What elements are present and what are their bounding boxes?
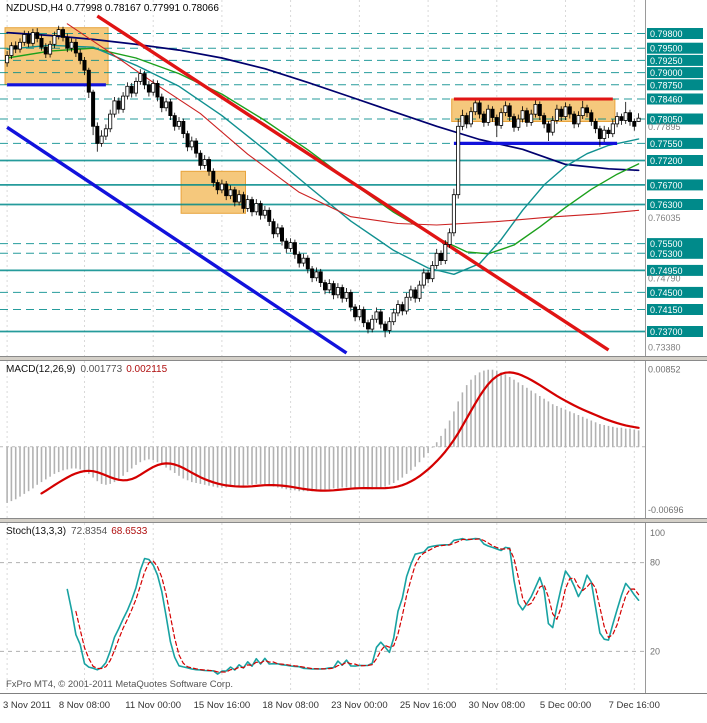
svg-text:0.76300: 0.76300 [650, 200, 683, 210]
stoch-canvas[interactable]: 100 80 20 [0, 523, 707, 693]
svg-text:0.78750: 0.78750 [650, 80, 683, 90]
stoch-indicator-name: Stoch(13,3,3) [6, 526, 67, 537]
support-resistance-lines [0, 33, 645, 333]
svg-text:100: 100 [650, 528, 665, 538]
time-label: 3 Nov 2011 [3, 700, 51, 711]
svg-text:0.77200: 0.77200 [650, 156, 683, 166]
time-label: 7 Dec 16:00 [608, 700, 660, 711]
vertical-gridlines [6, 0, 635, 356]
panel-splitter[interactable] [0, 356, 707, 361]
stoch-title: Stoch(13,3,3) 72.8354 68.6533 [6, 526, 147, 537]
svg-text:0.77550: 0.77550 [650, 139, 683, 149]
svg-text:20: 20 [650, 646, 660, 656]
svg-text:0.75300: 0.75300 [650, 249, 683, 259]
svg-text:0.79800: 0.79800 [650, 29, 683, 39]
stoch-main-line [66, 537, 640, 675]
svg-text:80: 80 [650, 558, 660, 568]
svg-text:0.74150: 0.74150 [650, 305, 683, 315]
time-label: 11 Nov 00:00 [125, 700, 182, 711]
macd-signal-line [40, 371, 640, 495]
vertical-gridlines [6, 523, 635, 693]
candlesticks [5, 25, 641, 338]
macd-canvas[interactable]: 0.00852 -0.00696 [0, 361, 707, 518]
ma-slow-navy-line [6, 31, 640, 172]
time-label: 18 Nov 08:00 [262, 700, 319, 711]
time-label: 5 Dec 00:00 [539, 700, 592, 711]
svg-text:0.77895: 0.77895 [648, 122, 681, 132]
svg-text:0.79500: 0.79500 [650, 44, 683, 54]
macd-title: MACD(12,26,9) 0.001773 0.002115 [6, 364, 167, 375]
svg-text:0.00852: 0.00852 [648, 365, 681, 375]
macd-signal-value: 0.002115 [126, 364, 168, 375]
svg-text:-0.00696: -0.00696 [648, 505, 684, 515]
time-label: 8 Nov 08:00 [58, 700, 111, 711]
stochastic-panel[interactable]: 100 80 20 Stoch(13,3,3) 72.8354 68.6533 FxPr… [0, 523, 707, 693]
macd-panel[interactable]: 0.00852 -0.00696 MACD(12,26,9) 0.001773 0.0… [0, 361, 707, 518]
ma-teal-line [6, 44, 640, 275]
svg-text:0.78050: 0.78050 [650, 115, 683, 125]
stoch-signal-line [75, 538, 640, 673]
time-label: 23 Nov 00:00 [331, 700, 388, 711]
time-axis[interactable]: 3 Nov 2011 8 Nov 08:00 11 Nov 00:00 15 Nov … [0, 693, 707, 723]
svg-text:0.74500: 0.74500 [650, 288, 683, 298]
platform-copyright: FxPro MT4, © 2001-2011 MetaQuotes Softwa… [6, 679, 234, 690]
stoch-k-value: 72.8354 [71, 526, 108, 537]
macd-value: 0.001773 [80, 364, 123, 375]
svg-text:0.73700: 0.73700 [650, 327, 683, 337]
time-label: 15 Nov 16:00 [193, 700, 251, 711]
svg-text:0.74790: 0.74790 [648, 274, 681, 284]
time-label: 25 Nov 16:00 [399, 700, 457, 711]
macd-indicator-name: MACD(12,26,9) [6, 364, 76, 375]
svg-text:0.76700: 0.76700 [650, 180, 683, 190]
downtrend-line-blue [6, 125, 348, 355]
panel-splitter[interactable] [0, 518, 707, 523]
time-label: 30 Nov 08:00 [468, 700, 526, 711]
svg-text:0.79000: 0.79000 [650, 68, 683, 78]
svg-text:0.75500: 0.75500 [650, 239, 683, 249]
svg-text:0.74950: 0.74950 [650, 266, 683, 276]
svg-text:0.76035: 0.76035 [648, 213, 681, 223]
svg-text:0.73380: 0.73380 [648, 343, 681, 353]
price-chart-panel[interactable]: 0.79800 0.79500 0.79250 0.79000 0.78750 0.784… [0, 0, 707, 356]
ma-green-line [6, 47, 640, 255]
downtrend-line-red [96, 14, 610, 352]
svg-text:0.79250: 0.79250 [650, 56, 683, 66]
macd-histogram [6, 369, 640, 503]
price-chart-canvas[interactable]: 0.79800 0.79500 0.79250 0.79000 0.78750 0.784… [0, 0, 707, 356]
stoch-d-value: 68.6533 [111, 526, 148, 537]
chart-title-ohlc: NZDUSD,H4 0.77998 0.78167 0.77991 0.7806… [6, 3, 219, 14]
price-axis-labels: 0.79800 0.79500 0.79250 0.79000 0.78750 0.784… [647, 28, 703, 353]
svg-text:0.78460: 0.78460 [650, 95, 683, 105]
